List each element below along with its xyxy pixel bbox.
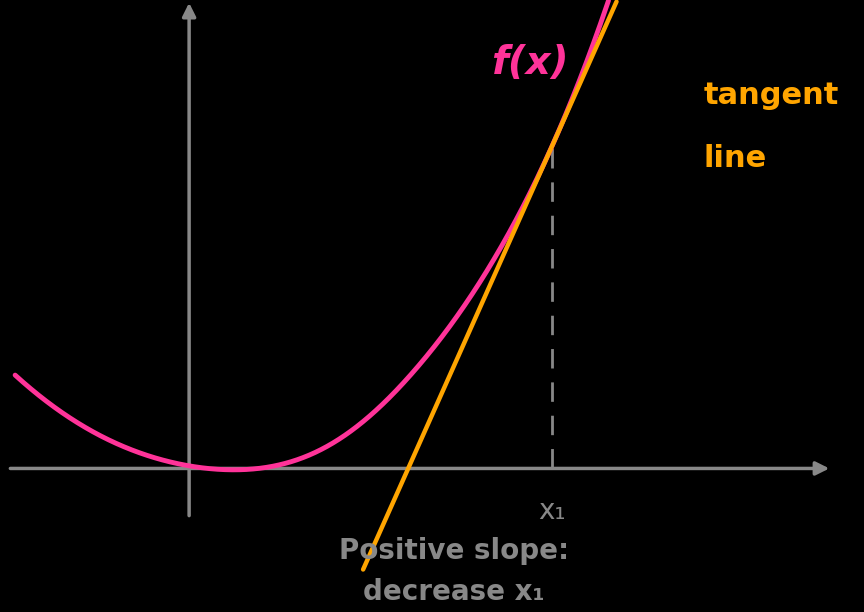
Text: line: line xyxy=(703,144,766,173)
Text: decrease x₁: decrease x₁ xyxy=(363,578,544,606)
Text: f(x): f(x) xyxy=(491,43,569,82)
Text: x₁: x₁ xyxy=(538,496,566,524)
Text: Positive slope:: Positive slope: xyxy=(339,537,569,565)
Text: tangent: tangent xyxy=(703,81,839,110)
